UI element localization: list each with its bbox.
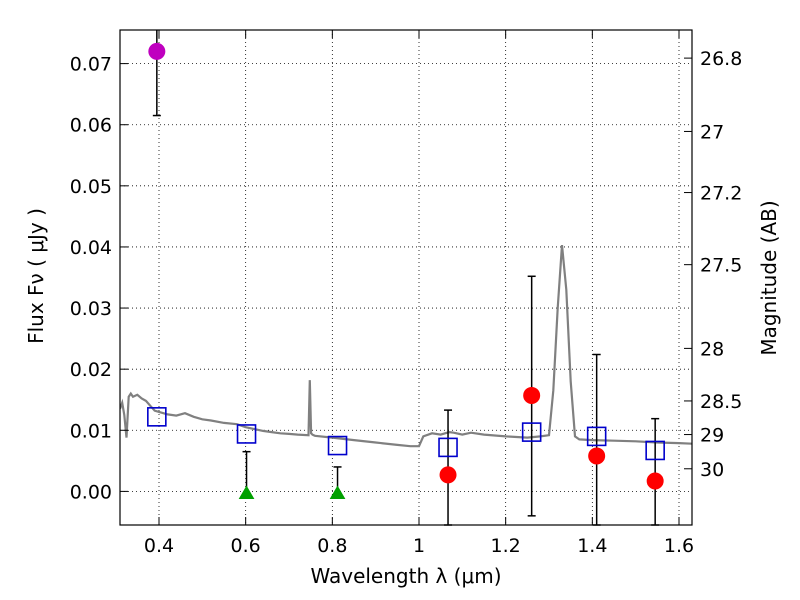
right-tick-label: 29 [700,425,724,447]
observed-flux-point [148,42,166,60]
right-tick-label: 27.5 [700,255,742,277]
right-tick-label: 26.8 [700,48,742,70]
right-tick-label: 27.2 [700,183,742,205]
y-tick-label: 0.01 [70,420,112,442]
right-tick-label: 30 [700,459,724,481]
x-axis-title: Wavelength λ (μm) [310,564,501,588]
model-flux-square [438,437,458,458]
right-tick-label: 28 [700,338,724,360]
y-axis-title: Flux Fν ( μJy ) [24,208,48,344]
x-tick-label: 1 [413,535,425,557]
x-tick-label: 1.6 [664,535,694,557]
y-tick-label: 0.03 [70,298,112,320]
observed-flux-point [588,447,606,465]
sed-line [120,244,692,448]
upper-limit-triangle [329,485,346,499]
x-tick-label: 1.4 [577,535,607,557]
y-tick-label: 0.00 [70,481,112,503]
axis-ticks: 0.4 0.6 0.8 1 1.2 1.4 1.6 0.00 0.01 0.02 0.03 0.04 0… [70,30,742,557]
y-tick-label: 0.05 [70,176,112,198]
x-tick-label: 0.8 [317,535,347,557]
model-flux-square [645,440,665,461]
y-tick-label: 0.04 [70,237,112,259]
right-axis-title: Magnitude (AB) [757,200,781,355]
upper-limit-triangle [238,485,255,499]
right-tick-label: 28.5 [700,391,742,413]
observed-flux-point [523,386,541,404]
model-flux-square [147,407,167,427]
model-flux-square [327,435,348,456]
observed-flux-point [646,472,664,490]
grid-lines [120,30,692,525]
model-flux-square [521,422,542,442]
y-tick-label: 0.07 [70,54,112,76]
plot-frame [119,29,693,526]
observed-flux-point [439,466,457,484]
y-tick-label: 0.06 [70,115,112,137]
x-tick-label: 0.6 [231,535,261,557]
right-tick-label: 27 [700,121,724,143]
x-tick-label: 0.4 [144,535,174,557]
model-flux-square [236,424,257,444]
model-flux-square [586,426,607,447]
plot-area [120,30,692,526]
x-tick-label: 1.2 [491,535,521,557]
y-tick-label: 0.02 [70,359,112,381]
